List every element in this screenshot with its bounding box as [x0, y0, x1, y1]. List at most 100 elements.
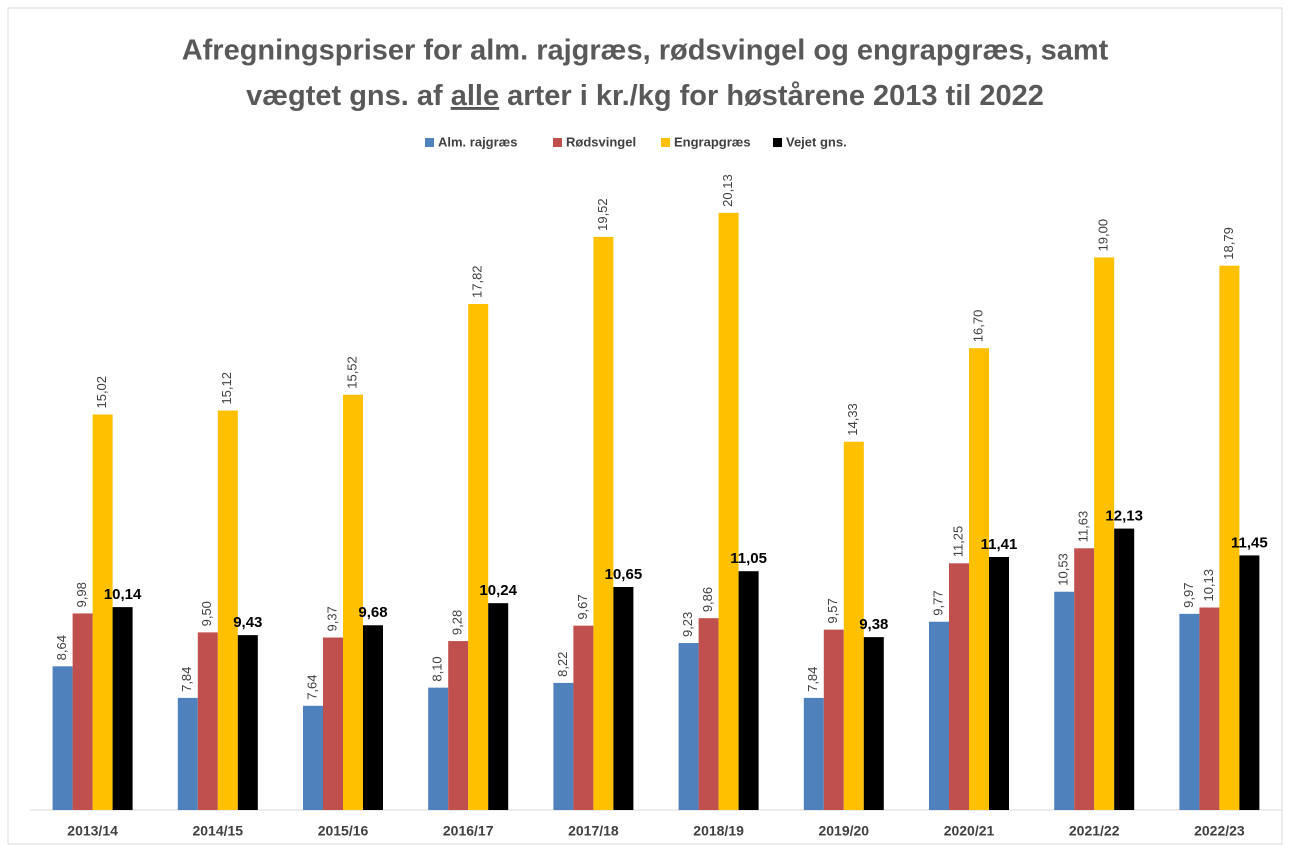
legend-label: Engrapgræs [674, 134, 751, 149]
data-label: 11,41 [981, 536, 1018, 553]
legend-swatch [425, 138, 434, 147]
data-label: 18,79 [1221, 227, 1236, 260]
legend-label: Vejet gns. [786, 134, 847, 149]
data-label: 9,67 [575, 594, 590, 619]
data-label: 20,13 [720, 174, 735, 207]
data-label: 19,52 [595, 198, 610, 231]
bar [698, 618, 719, 810]
bar [929, 621, 949, 810]
x-tick-label: 2017/18 [568, 823, 619, 839]
x-tick-label: 2020/21 [944, 823, 995, 839]
data-label: 7,84 [179, 667, 194, 692]
data-label: 8,10 [430, 656, 445, 681]
x-tick-label: 2019/20 [818, 823, 869, 839]
data-label: 9,50 [199, 601, 214, 626]
bar [803, 697, 824, 810]
bar [613, 586, 634, 810]
bar [52, 666, 73, 810]
title-part: vægtet gns. af [246, 80, 443, 112]
bar [1219, 265, 1240, 811]
data-label: 15,12 [219, 372, 234, 405]
bar [468, 303, 489, 810]
data-label: 11,05 [730, 550, 767, 567]
bar [1094, 257, 1115, 811]
bar [1114, 528, 1135, 810]
data-label: 15,02 [94, 376, 109, 409]
bar [969, 348, 989, 810]
data-label: 11,25 [950, 526, 965, 558]
data-label: 10,65 [605, 566, 643, 583]
bar [1074, 548, 1095, 810]
bar [949, 563, 969, 810]
bar [92, 414, 113, 810]
chart-border [7, 7, 1283, 845]
data-label: 9,68 [358, 604, 387, 621]
data-label: 19,00 [1096, 219, 1111, 252]
data-label: 9,37 [324, 606, 339, 631]
data-label: 17,82 [470, 265, 485, 298]
data-label: 8,64 [54, 635, 69, 660]
title-part: arter i kr./kg for høstårene 2013 til 20… [507, 80, 1044, 112]
bar [1199, 607, 1220, 810]
bar [1179, 613, 1200, 810]
bar [112, 607, 133, 810]
bar [718, 212, 739, 810]
data-label: 16,70 [970, 310, 985, 343]
data-label: 10,24 [479, 582, 517, 599]
bar [72, 613, 93, 810]
bar [593, 236, 614, 810]
bar [488, 603, 509, 810]
data-label: 7,84 [805, 667, 820, 692]
bar [989, 556, 1009, 810]
bar [1054, 591, 1075, 810]
data-label: 11,63 [1076, 511, 1091, 543]
data-label: 7,64 [304, 674, 319, 699]
bar [448, 641, 469, 810]
chart-title: vægtet gns. af alle arter i kr./kg for h… [246, 80, 1044, 112]
data-label: 9,98 [74, 582, 89, 607]
bar [177, 697, 198, 810]
bar [843, 441, 864, 810]
bar [428, 687, 449, 810]
data-label: 9,77 [930, 590, 945, 615]
bar [363, 625, 383, 810]
data-label: 9,97 [1181, 583, 1196, 608]
data-label: 10,53 [1056, 553, 1071, 586]
data-label: 9,43 [233, 614, 262, 631]
chart-title: Afregningspriser for alm. rajgræs, rødsv… [182, 35, 1109, 67]
data-label: 15,52 [344, 356, 359, 389]
data-label: 9,38 [859, 616, 888, 633]
data-label: 10,13 [1201, 569, 1216, 602]
bar [1239, 555, 1260, 810]
x-tick-label: 2021/22 [1069, 823, 1120, 839]
legend-swatch [553, 138, 562, 147]
data-label: 14,33 [845, 403, 860, 436]
title-part: alle [451, 80, 499, 112]
data-label: 8,22 [555, 652, 570, 677]
x-tick-label: 2013/14 [67, 823, 118, 839]
x-tick-label: 2015/16 [318, 823, 369, 839]
x-tick-label: 2018/19 [693, 823, 744, 839]
bar [573, 625, 594, 810]
bar [303, 705, 323, 810]
legend-label: Rødsvingel [566, 134, 636, 149]
data-label: 12,13 [1105, 508, 1143, 525]
bar [323, 637, 343, 810]
bar [343, 394, 363, 810]
legend-swatch [773, 138, 782, 147]
data-label: 9,57 [825, 598, 840, 623]
x-tick-label: 2022/23 [1194, 823, 1245, 839]
bar [237, 635, 258, 810]
data-label: 10,14 [104, 586, 142, 603]
data-label: 11,45 [1231, 534, 1268, 551]
bar [553, 682, 574, 810]
data-label: 9,23 [680, 612, 695, 637]
bar [738, 571, 759, 810]
data-label: 9,86 [700, 587, 715, 612]
bar [678, 643, 699, 810]
data-label: 9,28 [450, 610, 465, 635]
bar [863, 637, 884, 810]
bar [217, 410, 238, 810]
bar [197, 632, 218, 810]
